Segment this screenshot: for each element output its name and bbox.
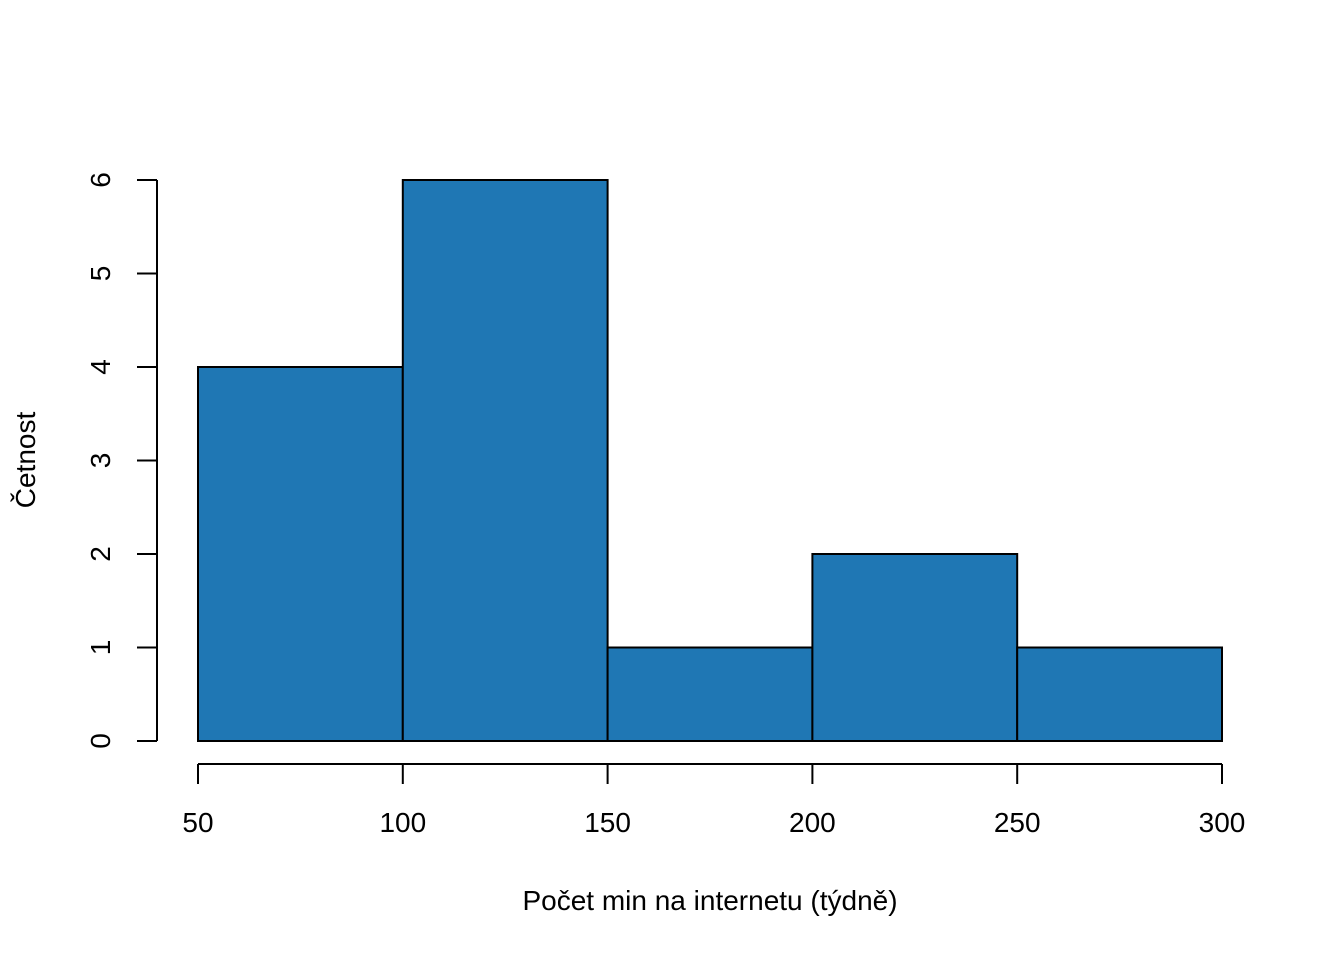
y-tick-label-2: 2 — [85, 546, 116, 562]
y-axis-title: Četnost — [10, 412, 41, 509]
bars-group — [197, 179, 1224, 742]
y-tick-label-5: 5 — [85, 266, 116, 282]
x-axis-title: Počet min na internetu (týdně) — [522, 885, 897, 916]
y-tick-label-1: 1 — [85, 640, 116, 656]
y-tick-label-6: 6 — [85, 172, 116, 188]
x-tick-label-100: 100 — [379, 807, 426, 838]
y-axis: 0 1 2 3 4 5 6 — [85, 172, 158, 749]
x-axis: 50 100 150 200 250 300 — [182, 763, 1246, 838]
histogram-bar-5 — [1016, 646, 1224, 742]
x-tick-label-200: 200 — [789, 807, 836, 838]
x-tick-label-50: 50 — [182, 807, 213, 838]
y-tick-label-4: 4 — [85, 359, 116, 375]
histogram-bar-3 — [606, 646, 814, 742]
x-tick-label-250: 250 — [994, 807, 1041, 838]
y-tick-label-3: 3 — [85, 453, 116, 469]
histogram-bar-4 — [811, 553, 1019, 742]
y-tick-label-0: 0 — [85, 733, 116, 749]
histogram-bar-1 — [197, 366, 404, 742]
x-tick-label-150: 150 — [584, 807, 631, 838]
histogram-bar-2 — [401, 179, 609, 742]
x-tick-label-300: 300 — [1199, 807, 1246, 838]
